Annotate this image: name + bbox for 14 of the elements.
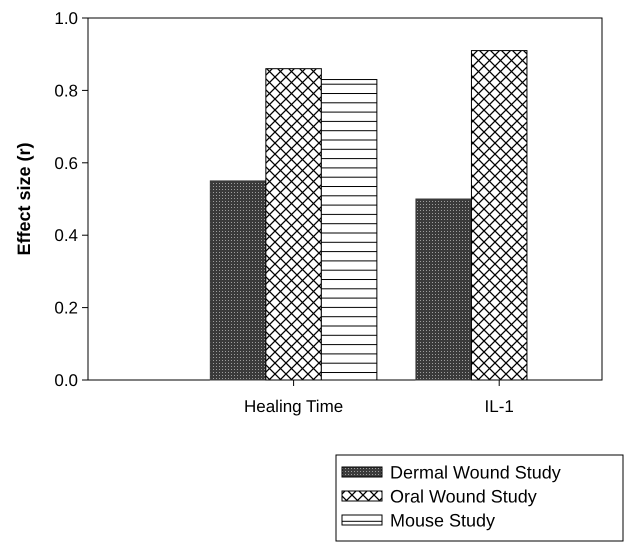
legend-label: Dermal Wound Study (390, 462, 561, 482)
y-tick-label: 0.4 (54, 226, 78, 246)
y-tick-label: 0.0 (54, 370, 78, 390)
y-axis-title: Effect size (r) (14, 142, 34, 256)
legend-label: Oral Wound Study (390, 486, 537, 506)
x-tick-label: IL-1 (484, 397, 514, 416)
y-tick-label: 0.8 (54, 81, 78, 100)
legend-label: Mouse Study (390, 510, 496, 530)
y-tick-label: 0.6 (54, 154, 78, 173)
y-tick-label: 0.2 (54, 298, 78, 318)
bar (210, 180, 266, 380)
bar (415, 198, 472, 380)
x-tick-label: Healing Time (244, 397, 344, 416)
y-tick-label: 1.0 (54, 8, 78, 28)
